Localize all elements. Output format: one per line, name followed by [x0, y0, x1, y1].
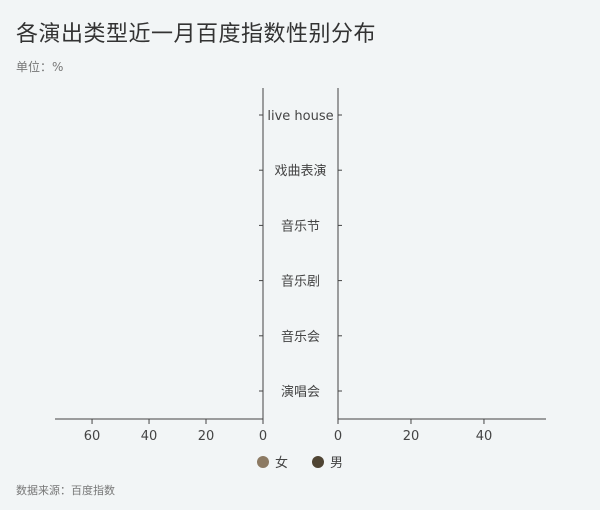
- category-label: live house: [267, 109, 333, 124]
- x-tick-label: 40: [141, 429, 158, 444]
- legend-label-female: 女: [275, 452, 288, 471]
- category-label: 音乐节: [281, 218, 320, 234]
- data-source: 数据来源：百度指数: [16, 482, 115, 498]
- category-label: 音乐会: [281, 329, 320, 345]
- x-tick-label: 60: [84, 429, 101, 444]
- legend-swatch-male: [312, 456, 324, 468]
- x-tick-label: 20: [403, 429, 420, 444]
- legend-item-female[interactable]: 女: [257, 452, 288, 471]
- x-tick-label: 0: [334, 429, 342, 444]
- category-label: 戏曲表演: [274, 163, 326, 179]
- category-label: 音乐剧: [281, 274, 320, 290]
- legend: 女 男: [0, 452, 600, 471]
- female-panel: 60 40 20 0: [55, 88, 267, 444]
- legend-item-male[interactable]: 男: [312, 452, 343, 471]
- category-label: 演唱会: [281, 384, 320, 400]
- legend-label-male: 男: [330, 452, 343, 471]
- male-panel: 0 20 40: [334, 88, 546, 444]
- legend-swatch-female: [257, 456, 269, 468]
- x-tick-label: 0: [259, 429, 267, 444]
- x-tick-label: 20: [198, 429, 215, 444]
- x-tick-label: 40: [476, 429, 493, 444]
